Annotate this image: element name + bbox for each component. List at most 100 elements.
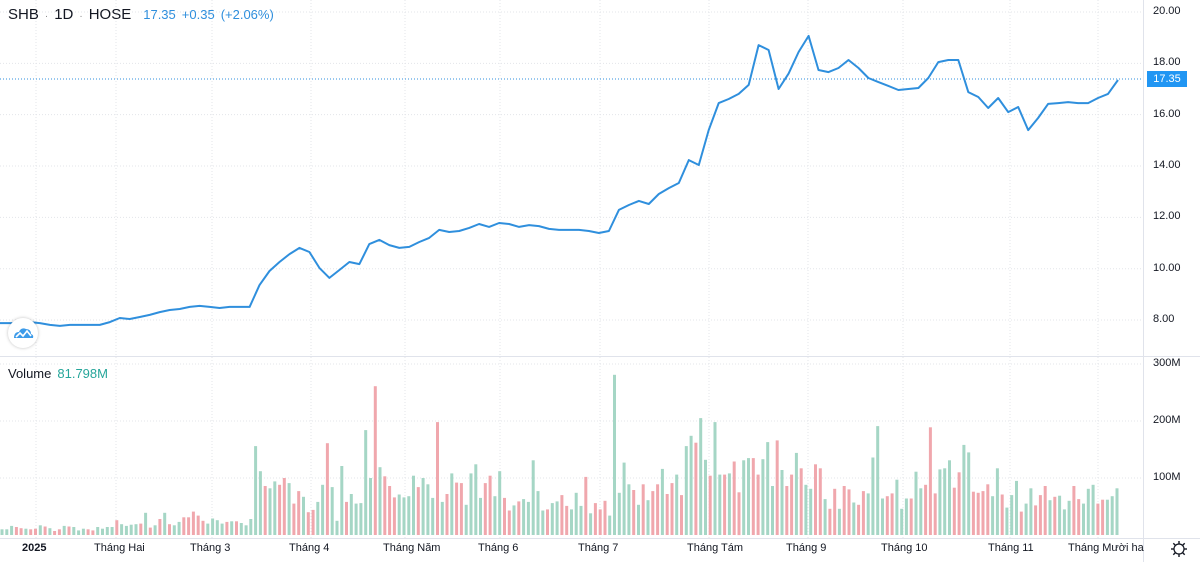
volume-bar-up xyxy=(206,523,210,535)
volume-value: 81.798M xyxy=(57,366,108,381)
volume-bar-up xyxy=(995,468,999,535)
volume-bar-up xyxy=(0,529,4,535)
volume-bar-up xyxy=(555,501,559,535)
volume-bar-up xyxy=(512,505,516,535)
volume-bar-up xyxy=(77,530,81,535)
time-tick-label: Tháng 10 xyxy=(881,542,928,554)
volume-bar-down xyxy=(1034,505,1038,535)
volume-bar-up xyxy=(273,481,277,535)
volume-bar-up xyxy=(766,442,770,535)
volume-bar-down xyxy=(278,484,282,535)
volume-bar-up xyxy=(364,430,368,535)
volume-bar-up xyxy=(742,460,746,535)
volume-bar-up xyxy=(550,503,554,535)
volume-bar-up xyxy=(349,494,353,535)
grid-lines xyxy=(0,0,1143,538)
volume-bar-up xyxy=(804,484,808,535)
symbol-name[interactable]: SHB xyxy=(8,6,39,23)
volume-bar-up xyxy=(268,488,272,535)
volume-bar-down xyxy=(1019,511,1023,535)
volume-bar-up xyxy=(215,520,219,535)
volume-bar-up xyxy=(230,521,234,535)
volume-bar-down xyxy=(584,476,588,535)
volume-bar-up xyxy=(1024,503,1028,535)
price-tick-label: 12.00 xyxy=(1153,210,1181,223)
volume-bar-up xyxy=(321,484,325,535)
volume-bar-down xyxy=(345,501,348,535)
volume-bar-down xyxy=(546,509,549,535)
volume-legend: Volume 81.798M xyxy=(8,366,108,381)
volume-bar-down xyxy=(833,488,837,535)
volume-bar-down xyxy=(656,484,660,535)
symbol-legend: SHB · 1D · HOSE 17.35 +0.35 (+2.06%) xyxy=(8,6,274,23)
volume-bar-up xyxy=(1058,495,1062,535)
volume-bar-up xyxy=(589,513,593,535)
volume-bar-up xyxy=(105,527,109,535)
volume-bar-down xyxy=(1053,496,1057,535)
price-tick-label: 16.00 xyxy=(1153,107,1181,120)
volume-bar-up xyxy=(120,524,124,535)
time-tick-label: Tháng 3 xyxy=(190,542,231,554)
time-tick-label: Tháng Tám xyxy=(687,542,744,554)
volume-bar-down xyxy=(29,529,33,535)
price-tick-label: 20.00 xyxy=(1153,5,1181,17)
volume-bar-up xyxy=(684,446,688,535)
tradingview-cloud-icon[interactable] xyxy=(8,318,38,348)
volume-bar-down xyxy=(708,475,712,535)
volume-bar-up xyxy=(254,446,258,535)
volume-bar-up xyxy=(794,452,798,535)
volume-bar-up xyxy=(541,510,545,535)
volume-bar-up xyxy=(110,527,114,535)
volume-bar-down xyxy=(775,440,779,535)
price-line-series xyxy=(0,34,1119,327)
volume-bar-up xyxy=(526,501,530,535)
price-tick-label: 8.00 xyxy=(1153,313,1175,326)
volume-bar-down xyxy=(1000,494,1004,535)
volume-bar-up xyxy=(536,491,540,535)
volume-bar-up xyxy=(412,475,415,535)
volume-bar-up xyxy=(622,462,626,535)
volume-bar-down xyxy=(680,495,683,535)
volume-bar-up xyxy=(871,457,875,535)
volume-bar-up xyxy=(1086,488,1090,535)
volume-bar-up xyxy=(991,496,995,535)
volume-bar-down xyxy=(756,474,760,535)
volume-tick-label: 100M xyxy=(1153,471,1181,483)
volume-bar-up xyxy=(330,487,334,535)
volume-bar-up xyxy=(943,468,947,535)
volume-bar-down xyxy=(785,486,789,535)
volume-bar-down xyxy=(392,497,396,535)
volume-bar-up xyxy=(962,444,966,535)
volume-bar-up xyxy=(431,497,435,535)
volume-bar-down xyxy=(732,461,736,535)
volume-bar-down xyxy=(168,524,171,535)
volume-bar-up xyxy=(96,527,100,535)
time-tick-label: Tháng 11 xyxy=(988,542,1034,554)
volume-bar-up xyxy=(302,496,305,535)
volume-bar-up xyxy=(718,474,722,535)
volume-bar-up xyxy=(895,479,899,535)
volume-bar-up xyxy=(660,468,664,535)
time-tick-label: Tháng Mười ha xyxy=(1068,542,1144,554)
volume-bar-down xyxy=(598,509,602,535)
volume-label[interactable]: Volume xyxy=(8,366,52,381)
volume-bar-down xyxy=(847,489,851,535)
volume-bar-up xyxy=(574,492,578,535)
time-tick-label: Tháng 9 xyxy=(786,542,827,554)
volume-bar-down xyxy=(517,501,521,535)
exchange: HOSE xyxy=(88,6,132,23)
volume-bar-up xyxy=(450,473,454,535)
volume-bar-down xyxy=(751,458,755,535)
volume-bar-down xyxy=(297,491,301,535)
last-value: 17.35 xyxy=(143,7,176,22)
volume-bar-down xyxy=(828,508,832,535)
gear-icon[interactable] xyxy=(1170,540,1188,558)
volume-bar-up xyxy=(397,494,401,535)
volume-bar-up xyxy=(780,470,784,535)
interval[interactable]: 1D xyxy=(54,6,74,23)
volume-bar-up xyxy=(101,528,104,535)
volume-bar-up xyxy=(809,488,813,535)
volume-bar-up xyxy=(498,471,502,535)
volume-bar-up xyxy=(1115,488,1119,535)
